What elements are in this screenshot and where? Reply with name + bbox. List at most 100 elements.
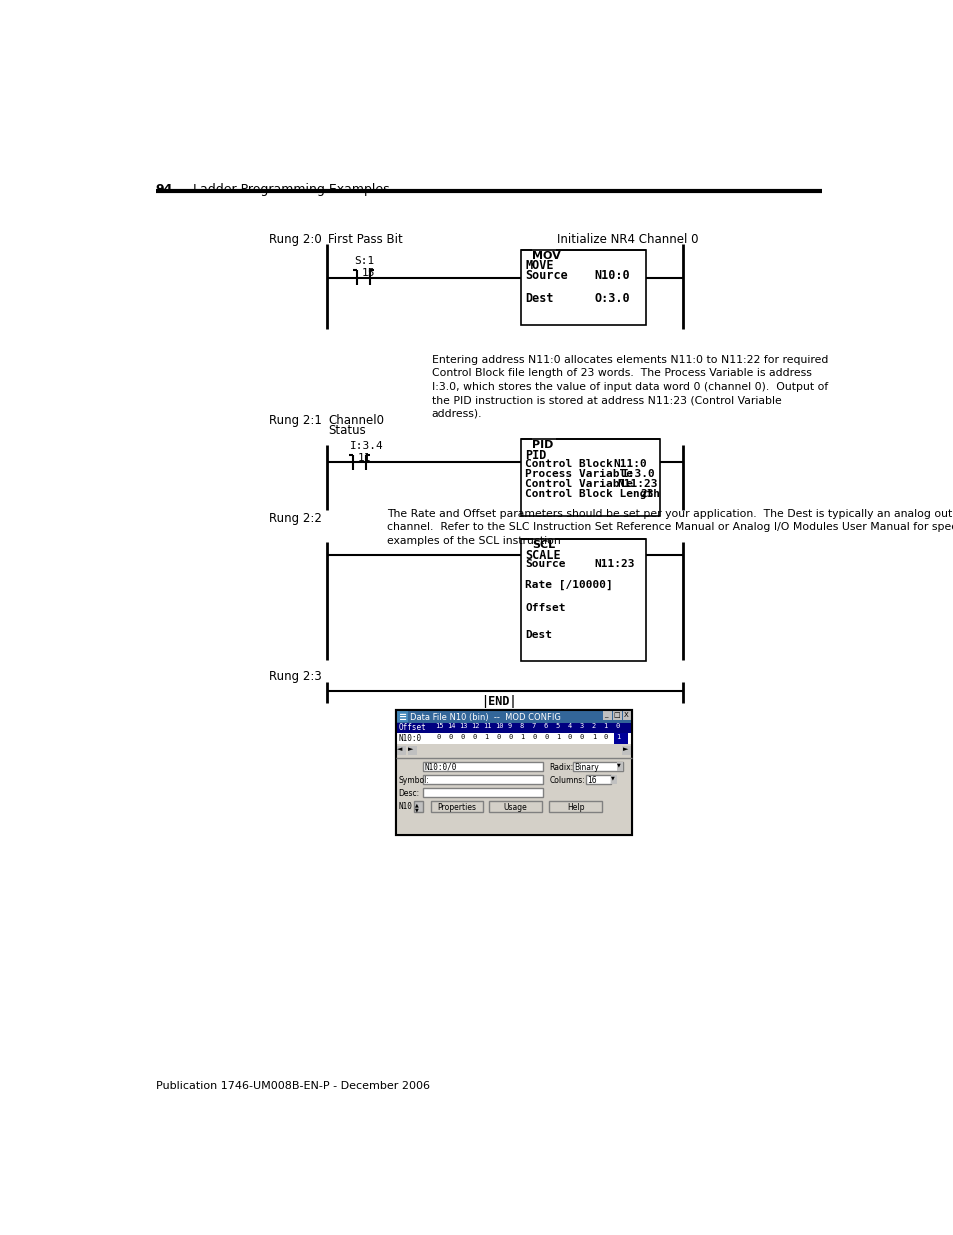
Text: 4: 4 — [567, 724, 571, 730]
Text: 0: 0 — [543, 734, 548, 740]
Bar — [520, 249, 645, 325]
Text: Control Block: Control Block — [525, 459, 613, 469]
Bar — [549, 802, 601, 811]
Text: 11: 11 — [357, 453, 371, 463]
Text: Rung 2:0: Rung 2:0 — [269, 233, 321, 246]
Text: I:3.4: I:3.4 — [350, 441, 383, 451]
Bar — [422, 762, 542, 771]
Text: 0: 0 — [579, 734, 583, 740]
Bar — [396, 711, 407, 721]
Text: 23: 23 — [640, 489, 654, 499]
Text: Columns:: Columns: — [549, 776, 584, 784]
Text: Rung 2:1: Rung 2:1 — [269, 414, 321, 427]
Bar — [395, 758, 632, 835]
Text: The Rate and Offset parameters should be set per your application.  The Dest is : The Rate and Offset parameters should be… — [386, 509, 953, 546]
Text: N10:0: N10:0 — [397, 734, 421, 743]
Text: 10: 10 — [495, 724, 503, 730]
Text: 9: 9 — [507, 724, 511, 730]
Text: 8: 8 — [518, 724, 523, 730]
Text: Dest: Dest — [525, 293, 554, 305]
Text: |END|: |END| — [480, 695, 517, 708]
Text: 0: 0 — [472, 734, 476, 740]
Bar — [520, 540, 645, 661]
Bar — [407, 746, 416, 755]
Text: N10: N10 — [397, 802, 412, 811]
Text: Binary: Binary — [574, 763, 598, 772]
Text: 0: 0 — [459, 734, 464, 740]
Text: Control Variable: Control Variable — [525, 479, 633, 489]
Bar — [572, 762, 622, 771]
Bar — [395, 734, 632, 745]
Text: 15: 15 — [361, 268, 375, 278]
Bar — [612, 711, 621, 720]
Bar — [488, 802, 541, 811]
Text: Initialize NR4 Channel 0: Initialize NR4 Channel 0 — [557, 233, 698, 246]
Text: Source: Source — [525, 559, 565, 569]
Bar — [602, 711, 612, 720]
Bar — [422, 788, 542, 798]
Bar — [617, 762, 622, 771]
Text: 0: 0 — [496, 734, 499, 740]
Text: 94: 94 — [155, 183, 172, 196]
Text: ▲
▼: ▲ ▼ — [415, 802, 417, 813]
Bar — [431, 802, 483, 811]
Text: Radix:: Radix: — [549, 763, 573, 772]
Text: Channel0: Channel0 — [328, 414, 384, 427]
Bar — [614, 734, 627, 745]
Text: 0: 0 — [508, 734, 512, 740]
Text: Rung 2:2: Rung 2:2 — [269, 511, 321, 525]
Text: Entering address N11:0 allocates elements N11:0 to N11:22 for required
Control B: Entering address N11:0 allocates element… — [431, 354, 827, 419]
Bar — [422, 762, 542, 771]
Text: 0: 0 — [532, 734, 536, 740]
Text: ◄: ◄ — [397, 746, 402, 752]
Bar — [585, 776, 610, 784]
Text: ▼: ▼ — [610, 776, 614, 781]
Text: PID: PID — [525, 450, 546, 462]
Text: SCL: SCL — [532, 540, 555, 550]
Text: 0: 0 — [567, 734, 572, 740]
Text: N10:0: N10:0 — [594, 269, 629, 282]
Text: Dest: Dest — [525, 630, 552, 640]
Bar — [395, 710, 632, 722]
Text: S:1: S:1 — [354, 256, 374, 266]
Text: MOVE: MOVE — [525, 259, 554, 272]
Text: I:3.0: I:3.0 — [620, 469, 655, 479]
Text: Control Block Length: Control Block Length — [525, 489, 659, 499]
Bar — [422, 776, 542, 784]
Text: 6: 6 — [542, 724, 547, 730]
Text: 16: 16 — [587, 776, 597, 784]
Text: 5: 5 — [555, 724, 558, 730]
Text: □: □ — [613, 711, 619, 718]
Text: 1: 1 — [483, 734, 488, 740]
Text: 15: 15 — [435, 724, 443, 730]
Text: _: _ — [603, 711, 606, 718]
Bar — [520, 440, 659, 516]
Bar — [622, 711, 631, 720]
Text: 12: 12 — [471, 724, 479, 730]
Text: N11:23: N11:23 — [617, 479, 658, 489]
Text: 0: 0 — [448, 734, 452, 740]
Text: 1: 1 — [591, 734, 596, 740]
Bar — [422, 788, 542, 798]
Text: ≡: ≡ — [398, 711, 407, 721]
Text: 11: 11 — [483, 724, 492, 730]
Text: Offset: Offset — [525, 603, 565, 614]
Text: Symbol:: Symbol: — [397, 776, 429, 784]
Text: First Pass Bit: First Pass Bit — [328, 233, 403, 246]
Text: SCALE: SCALE — [525, 550, 560, 562]
Text: Ladder Programming Examples: Ladder Programming Examples — [193, 183, 389, 196]
Bar — [395, 710, 632, 835]
Text: 13: 13 — [459, 724, 467, 730]
Text: 2: 2 — [591, 724, 595, 730]
Text: Source: Source — [525, 269, 567, 282]
Bar — [621, 746, 631, 755]
Text: Usage: Usage — [503, 804, 527, 813]
Text: N11:23: N11:23 — [594, 559, 634, 569]
Bar — [431, 802, 483, 811]
Text: 1: 1 — [556, 734, 559, 740]
Text: Publication 1746-UM008B-EN-P - December 2006: Publication 1746-UM008B-EN-P - December … — [155, 1082, 429, 1092]
Text: N10:0/0: N10:0/0 — [424, 763, 456, 772]
Text: PID: PID — [532, 440, 553, 450]
Text: Properties: Properties — [437, 804, 476, 813]
Text: 1: 1 — [519, 734, 524, 740]
